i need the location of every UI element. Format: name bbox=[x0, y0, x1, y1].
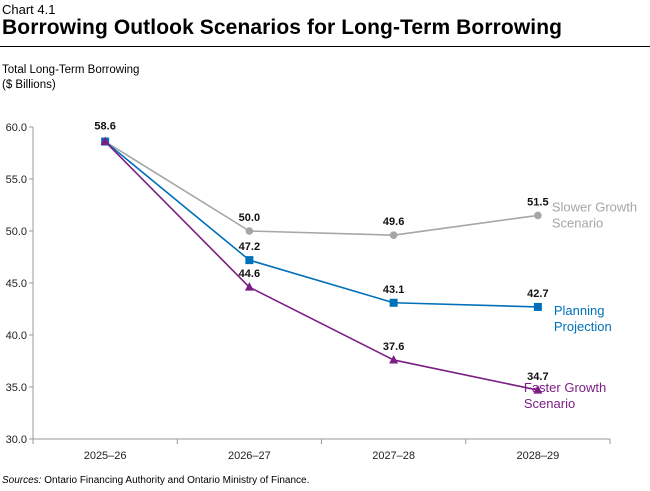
sources-text: Ontario Financing Authority and Ontario … bbox=[41, 475, 310, 486]
y-tick-label: 35.0 bbox=[6, 382, 27, 394]
data-point bbox=[245, 256, 254, 265]
x-tick-label: 2025–26 bbox=[84, 450, 127, 462]
y-axis-label-line1: Total Long-Term Borrowing bbox=[2, 64, 140, 76]
series-name-line2: Scenario bbox=[524, 396, 575, 411]
series-name-line1: Planning bbox=[554, 303, 605, 318]
data-label: 58.6 bbox=[94, 121, 115, 133]
data-label: 51.5 bbox=[527, 196, 548, 208]
y-tick-label: 55.0 bbox=[6, 174, 27, 186]
data-point bbox=[534, 211, 542, 220]
series-line bbox=[104, 140, 538, 308]
series-name-line1: Faster Growth bbox=[524, 380, 606, 395]
data-point bbox=[100, 136, 110, 146]
data-point bbox=[245, 227, 254, 235]
y-tick-label: 30.0 bbox=[6, 434, 27, 446]
data-point bbox=[389, 354, 399, 364]
data-label: 34.7 bbox=[527, 371, 548, 383]
x-tick-label: 2026–27 bbox=[228, 450, 271, 462]
data-label: 49.6 bbox=[383, 216, 404, 228]
series-line bbox=[104, 140, 539, 391]
y-axis-label: Total Long-Term Borrowing ($ Billions) bbox=[2, 63, 139, 93]
data-point bbox=[533, 302, 542, 311]
x-tick-label: 2027–28 bbox=[372, 450, 415, 462]
y-axis-label-line2: ($ Billions) bbox=[2, 79, 56, 91]
series-name-line2: Scenario bbox=[552, 215, 603, 230]
y-tick-label: 60.0 bbox=[6, 122, 27, 134]
data-label: 47.2 bbox=[239, 241, 260, 253]
title-divider bbox=[0, 46, 650, 47]
data-point bbox=[244, 282, 254, 291]
y-tick-label: 50.0 bbox=[6, 226, 27, 238]
series-name-line2: Projection bbox=[554, 319, 612, 334]
sources-note: Sources: Ontario Financing Authority and… bbox=[2, 475, 309, 486]
data-point bbox=[389, 231, 398, 239]
chart-number: Chart 4.1 bbox=[2, 2, 56, 17]
series-line bbox=[104, 140, 538, 236]
data-label: 44.6 bbox=[239, 268, 260, 280]
data-point bbox=[533, 385, 543, 394]
data-point bbox=[389, 298, 398, 307]
y-tick-label: 40.0 bbox=[6, 330, 27, 342]
x-tick-label: 2028–29 bbox=[516, 450, 559, 462]
sources-label: Sources: bbox=[2, 475, 42, 486]
y-tick-label: 45.0 bbox=[6, 278, 27, 290]
data-label: 43.1 bbox=[383, 284, 404, 296]
chart-title: Borrowing Outlook Scenarios for Long-Ter… bbox=[2, 16, 563, 39]
data-label: 37.6 bbox=[383, 341, 404, 353]
data-label: 50.0 bbox=[239, 212, 260, 224]
series-name-line1: Slower Growth bbox=[552, 199, 637, 214]
data-label: 42.7 bbox=[527, 288, 548, 300]
